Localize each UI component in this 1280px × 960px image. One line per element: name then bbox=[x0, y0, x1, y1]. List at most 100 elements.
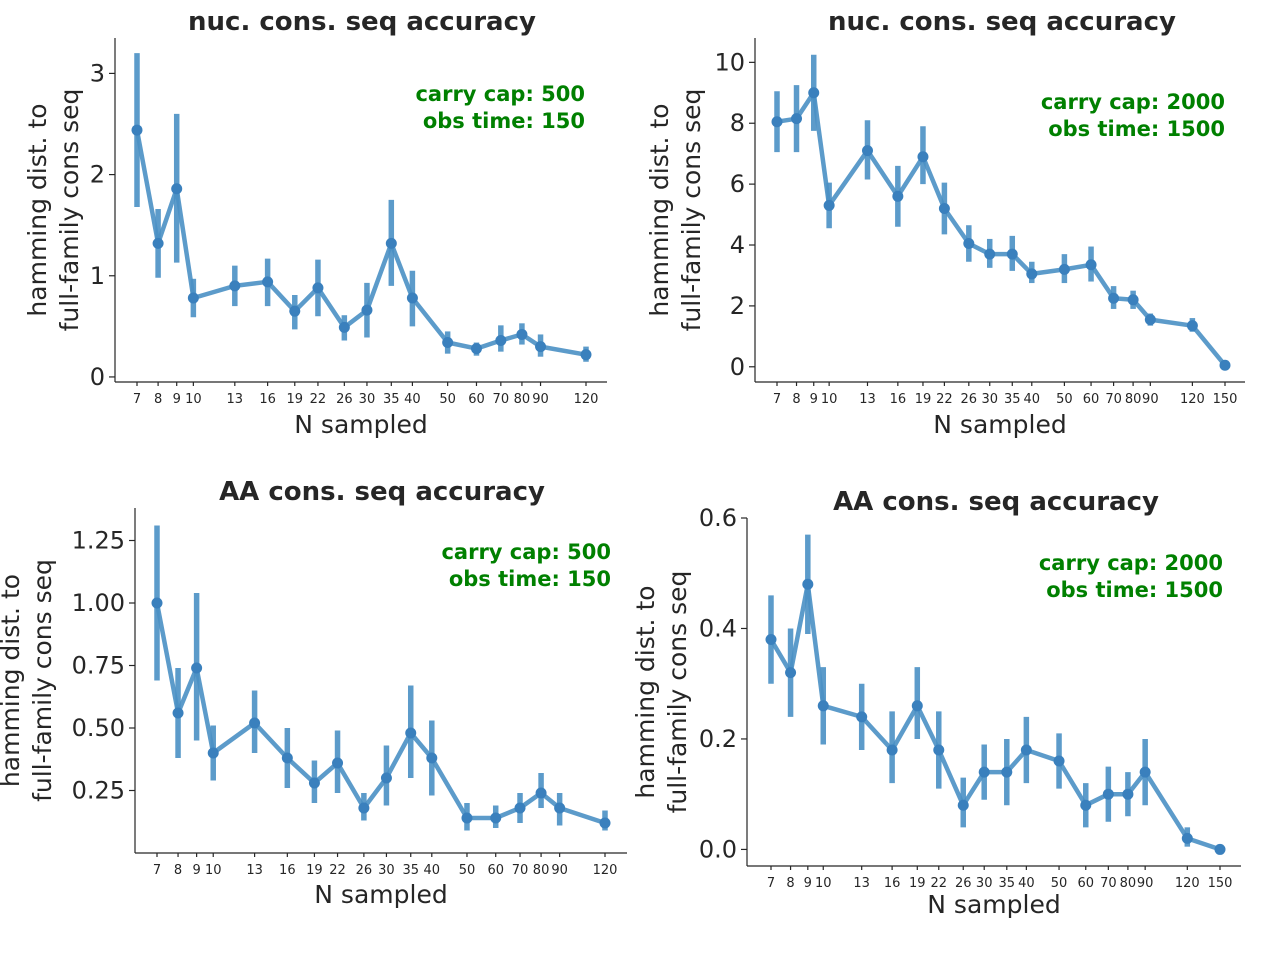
data-point bbox=[461, 812, 473, 824]
chart-title: nuc. cons. seq accuracy bbox=[188, 7, 536, 37]
data-point bbox=[892, 190, 904, 202]
data-point bbox=[514, 802, 526, 814]
annotation-line: obs time: 1500 bbox=[1048, 117, 1225, 141]
x-tick-label: 35 bbox=[999, 876, 1016, 891]
y-tick-label: 2 bbox=[90, 161, 105, 189]
x-tick-label: 30 bbox=[981, 392, 998, 407]
data-point bbox=[131, 124, 143, 136]
annotation-line: carry cap: 2000 bbox=[1039, 551, 1223, 575]
data-point bbox=[308, 777, 320, 789]
data-point bbox=[187, 292, 199, 304]
y-tick-label: 0.4 bbox=[699, 614, 737, 642]
data-point bbox=[289, 305, 301, 317]
x-tick-label: 13 bbox=[859, 392, 876, 407]
data-point bbox=[963, 237, 975, 249]
x-tick-label: 7 bbox=[133, 392, 141, 407]
y-axis-label-line2: full-family cons seq bbox=[28, 559, 57, 802]
data-point bbox=[1181, 832, 1193, 844]
chart-title: AA cons. seq accuracy bbox=[219, 477, 545, 507]
x-tick-label: 8 bbox=[154, 392, 162, 407]
x-tick-label: 90 bbox=[1142, 392, 1159, 407]
data-point bbox=[1058, 263, 1070, 275]
data-point bbox=[171, 183, 183, 195]
x-tick-label: 10 bbox=[815, 876, 832, 891]
y-tick-label: 0.6 bbox=[699, 504, 737, 532]
data-point bbox=[191, 662, 203, 674]
data-point bbox=[151, 597, 163, 609]
x-tick-label: 8 bbox=[786, 876, 794, 891]
series-line bbox=[769, 582, 1221, 852]
data-point bbox=[361, 304, 373, 316]
y-axis-label-line1: hamming dist. to bbox=[23, 103, 52, 316]
data-point bbox=[406, 292, 418, 304]
x-tick-label: 40 bbox=[1018, 876, 1035, 891]
y-axis-label-line2: full-family cons seq bbox=[677, 89, 706, 332]
y-axis-label-line1: hamming dist. to bbox=[0, 574, 25, 787]
x-tick-label: 150 bbox=[1213, 392, 1238, 407]
data-point bbox=[535, 787, 547, 799]
x-tick-label: 10 bbox=[205, 863, 222, 878]
x-tick-label: 120 bbox=[593, 863, 618, 878]
y-tick-label: 0.0 bbox=[699, 835, 737, 863]
series-line bbox=[134, 129, 587, 357]
x-tick-label: 22 bbox=[329, 863, 346, 878]
x-tick-label: 9 bbox=[804, 876, 812, 891]
x-tick-label: 30 bbox=[359, 392, 376, 407]
data-point bbox=[933, 744, 945, 756]
x-tick-label: 80 bbox=[1125, 392, 1142, 407]
x-tick-label: 13 bbox=[246, 863, 263, 878]
data-point bbox=[1102, 788, 1114, 800]
x-tick-label: 120 bbox=[1180, 392, 1205, 407]
data-point bbox=[1122, 788, 1134, 800]
x-tick-label: 8 bbox=[174, 863, 182, 878]
data-point bbox=[1020, 744, 1032, 756]
y-tick-label: 3 bbox=[90, 59, 105, 87]
x-tick-label: 7 bbox=[767, 876, 775, 891]
y-tick-label: 10 bbox=[714, 48, 745, 76]
x-tick-label: 90 bbox=[532, 392, 549, 407]
x-tick-label: 7 bbox=[153, 863, 161, 878]
x-tick-label: 50 bbox=[1056, 392, 1073, 407]
y-tick-label: 8 bbox=[730, 109, 745, 137]
y-tick-label: 1.25 bbox=[72, 527, 125, 555]
y-tick-label: 1.00 bbox=[72, 589, 125, 617]
y-tick-label: 1 bbox=[90, 262, 105, 290]
data-point bbox=[580, 349, 592, 361]
x-tick-label: 19 bbox=[306, 863, 323, 878]
x-tick-label: 30 bbox=[378, 863, 395, 878]
x-axis-label: N sampled bbox=[933, 410, 1066, 439]
y-tick-label: 0.2 bbox=[699, 725, 737, 753]
data-point bbox=[152, 237, 164, 249]
data-point bbox=[957, 799, 969, 811]
annotation-line: carry cap: 500 bbox=[441, 540, 611, 564]
x-tick-label: 19 bbox=[915, 392, 932, 407]
data-point bbox=[1127, 294, 1139, 306]
y-axis-label-line2: full-family cons seq bbox=[55, 89, 84, 332]
x-tick-label: 35 bbox=[402, 863, 419, 878]
x-tick-label: 19 bbox=[909, 876, 926, 891]
annotation-line: carry cap: 2000 bbox=[1041, 90, 1225, 114]
y-tick-label: 0.75 bbox=[72, 652, 125, 680]
data-point bbox=[785, 667, 797, 679]
x-tick-label: 70 bbox=[493, 392, 510, 407]
y-tick-label: 6 bbox=[730, 170, 745, 198]
data-point bbox=[332, 757, 344, 769]
data-point bbox=[1006, 248, 1018, 260]
data-point bbox=[1080, 799, 1092, 811]
panel-bottom-left: AA cons. seq accuracy 0.25 0.50 0.75 1.00 1.2… bbox=[0, 477, 627, 909]
x-tick-label: 9 bbox=[192, 863, 200, 878]
x-tick-label: 80 bbox=[514, 392, 531, 407]
y-axis-label-line1: hamming dist. to bbox=[631, 585, 660, 798]
annotation-line: obs time: 150 bbox=[449, 567, 611, 591]
data-point bbox=[771, 116, 783, 128]
y-tick-label: 4 bbox=[730, 231, 745, 259]
x-tick-label: 26 bbox=[356, 863, 373, 878]
x-tick-label: 9 bbox=[173, 392, 181, 407]
data-point bbox=[861, 145, 873, 157]
x-tick-label: 16 bbox=[884, 876, 901, 891]
x-tick-label: 10 bbox=[185, 392, 202, 407]
data-point bbox=[791, 113, 803, 125]
y-tick-label: 0 bbox=[730, 353, 745, 381]
